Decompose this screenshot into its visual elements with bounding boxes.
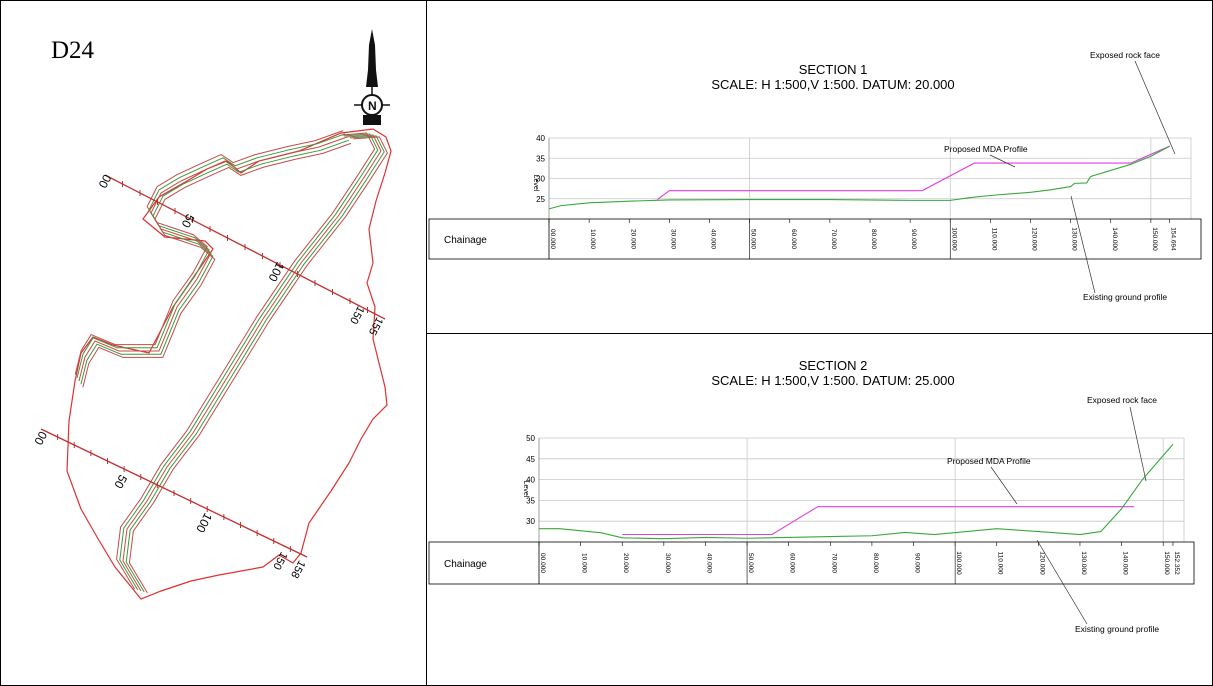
x-tick-label: 40.000 <box>710 229 717 249</box>
contour-line-main <box>128 136 388 594</box>
y-tick-label: 35 <box>536 154 545 163</box>
y-tick-label: 25 <box>536 195 545 204</box>
x-tick-label: 20.000 <box>629 229 636 249</box>
north-arrow-icon: N <box>354 29 390 125</box>
x-tick-label: 30.000 <box>669 229 676 249</box>
y-axis-label: Level <box>522 481 529 498</box>
section-title: SECTION 2 <box>799 358 868 373</box>
chainage-label: Chainage <box>444 235 487 246</box>
contour-line-main <box>116 132 376 590</box>
annotation-rock-face: Exposed rock face <box>1087 395 1157 405</box>
x-tick-label: 50.000 <box>750 229 757 249</box>
x-tick-label: 120.000 <box>1038 551 1045 575</box>
contour-line-main <box>119 133 379 591</box>
ground-profile-line <box>548 145 1170 210</box>
plan-drawing: N 00 50 100 150 155 00 50 100 150 158 <box>32 29 392 600</box>
x-tick-label: 140.000 <box>1122 551 1129 575</box>
proposed-profile-line <box>657 145 1170 201</box>
chainage-1-start: 00 <box>96 172 115 191</box>
section-scale: SCALE: H 1:500,V 1:500. DATUM: 20.000 <box>711 77 954 92</box>
x-tick-label: 90.000 <box>914 553 921 573</box>
x-tick-label: 30.000 <box>664 553 671 573</box>
section-title: SECTION 1 <box>799 62 868 77</box>
annotation-ground-profile-leader <box>1036 539 1088 625</box>
annotation-ground-profile-leader <box>1070 195 1096 294</box>
annotation-ground-profile: Existing ground profile <box>1083 292 1167 302</box>
x-tick-label: 10.000 <box>589 229 596 249</box>
svg-text:N: N <box>368 99 377 113</box>
section-2-panel: SECTION 2 SCALE: H 1:500,V 1:500. DATUM: … <box>426 333 1213 686</box>
annotation-proposed-profile-leader <box>989 154 1016 168</box>
x-tick-label: 100.000 <box>955 551 962 575</box>
x-tick-label: 80.000 <box>870 229 877 249</box>
contour-line-main <box>122 134 382 592</box>
chainage-1-50: 50 <box>178 212 197 231</box>
chainage-1-end: 155 <box>366 315 385 337</box>
chainage-1-100: 100 <box>265 260 287 285</box>
y-tick-label: 30 <box>526 517 535 526</box>
contour-line-upper <box>82 142 352 388</box>
y-axis-label: Level <box>532 175 539 192</box>
plan-label: D24 <box>51 37 95 64</box>
section-scale: SCALE: H 1:500,V 1:500. DATUM: 25.000 <box>711 373 954 388</box>
annotation-proposed-profile: Proposed MDA Profile <box>947 456 1031 466</box>
y-tick-label: 30 <box>536 175 545 184</box>
chainage-label: Chainage <box>444 559 487 570</box>
x-tick-label: 70.000 <box>830 553 837 573</box>
chainage-ticks <box>57 181 368 552</box>
annotation-rock-face-leader <box>1134 60 1176 155</box>
x-tick-label: 00.000 <box>539 553 546 573</box>
chainage-2-50: 50 <box>111 472 130 491</box>
x-tick-label: 150.000 <box>1151 227 1158 251</box>
x-tick-label: 152.352 <box>1173 551 1180 575</box>
x-tick-label: 110.000 <box>990 227 997 250</box>
ground-profile-line <box>539 443 1174 540</box>
y-tick-label: 40 <box>536 134 545 143</box>
contour-line-main <box>125 135 385 593</box>
chainage-2-start: 00 <box>32 429 51 448</box>
x-tick-label: 110.000 <box>997 551 1004 574</box>
proposed-profile-line <box>622 506 1135 536</box>
annotation-rock-face-leader <box>1129 406 1147 482</box>
x-tick-label: 130.000 <box>1071 227 1078 251</box>
x-tick-label: 70.000 <box>830 229 837 249</box>
x-tick-label: 60.000 <box>790 229 797 249</box>
x-tick-label: 00.000 <box>549 229 556 249</box>
y-tick-label: 45 <box>526 455 535 464</box>
x-tick-label: 20.000 <box>622 553 629 573</box>
x-tick-label: 50.000 <box>747 553 754 573</box>
embankment-contours <box>74 130 388 594</box>
x-tick-label: 120.000 <box>1031 227 1038 251</box>
x-tick-label: 10.000 <box>581 553 588 573</box>
y-tick-label: 40 <box>526 476 535 485</box>
x-tick-label: 100.000 <box>950 227 957 251</box>
x-tick-label: 154.694 <box>1170 227 1177 251</box>
section-1-panel: SECTION 1 SCALE: H 1:500,V 1:500. DATUM: … <box>426 0 1213 334</box>
x-tick-label: 80.000 <box>872 553 879 573</box>
plan-view-panel: D24 N 00 50 100 150 155 00 <box>0 0 427 686</box>
chainage-2-100: 100 <box>193 511 215 536</box>
x-tick-label: 150.000 <box>1163 551 1170 575</box>
chainage-2-150: 150 <box>270 550 289 572</box>
x-tick-label: 60.000 <box>789 553 796 573</box>
chainage-band <box>428 541 1195 585</box>
x-tick-label: 130.000 <box>1080 551 1087 575</box>
y-tick-label: 35 <box>526 496 535 505</box>
chainage-band <box>428 218 1202 260</box>
x-tick-label: 40.000 <box>705 553 712 573</box>
x-tick-label: 90.000 <box>910 229 917 249</box>
chainage-1-150: 150 <box>347 304 366 326</box>
annotation-ground-profile: Existing ground profile <box>1075 624 1159 634</box>
x-tick-label: 140.000 <box>1111 227 1118 251</box>
annotation-rock-face: Exposed rock face <box>1090 50 1160 60</box>
y-tick-label: 50 <box>526 434 535 443</box>
site-boundary <box>66 128 392 600</box>
annotation-proposed-profile-leader <box>990 466 1018 505</box>
annotation-proposed-profile: Proposed MDA Profile <box>944 144 1028 154</box>
